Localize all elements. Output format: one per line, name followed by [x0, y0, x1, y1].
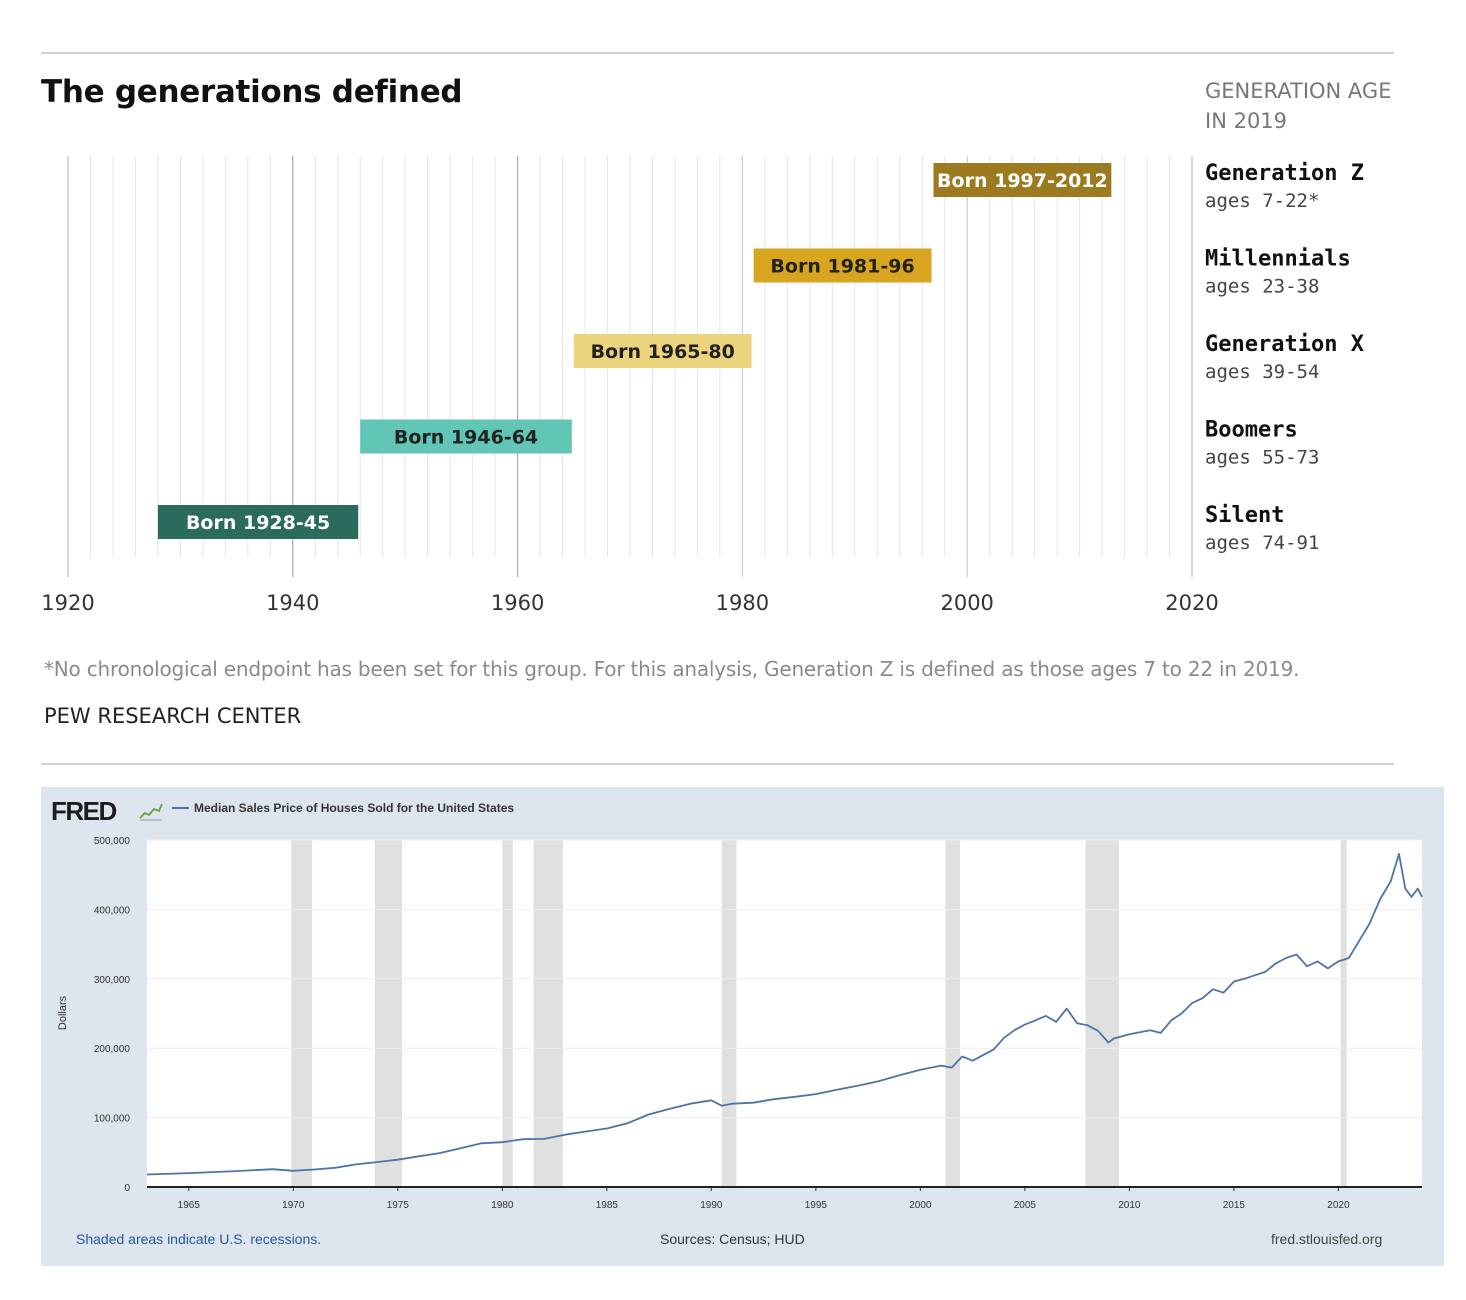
x-tick-label: 1985 [596, 1200, 619, 1211]
x-tick-label: 1990 [700, 1200, 723, 1211]
y-axis-label: Dollars [57, 995, 69, 1030]
chart-title: The generations defined [41, 74, 463, 110]
recession-band [721, 840, 737, 1187]
x-tick-label: 2020 [1165, 591, 1218, 615]
legend-label: Median Sales Price of Houses Sold for th… [194, 801, 514, 815]
top-divider [41, 52, 1394, 54]
generation-ages: ages 7-22* [1205, 190, 1319, 212]
x-tick-label: 2020 [1327, 1200, 1350, 1211]
recession-band [1340, 840, 1347, 1187]
fred-url[interactable]: fred.stlouisfed.org [1271, 1231, 1383, 1247]
generation-ages: ages 39-54 [1205, 361, 1319, 383]
x-tick-label: 1970 [282, 1200, 305, 1211]
fred-logo-graph-icon [139, 803, 163, 821]
graph-icon-line [139, 803, 163, 819]
generation-bar [933, 163, 1112, 197]
x-tick-label: 2005 [1014, 1200, 1037, 1211]
x-tick-label: 1995 [805, 1200, 828, 1211]
generation-name: Silent [1205, 503, 1284, 528]
middle-divider [41, 763, 1394, 765]
generation-name: Generation Z [1205, 161, 1364, 186]
plot-area [147, 840, 1422, 1187]
bar-label: Born 1981-96 [770, 256, 914, 278]
recession-band [945, 840, 961, 1187]
recession-band [533, 840, 563, 1187]
y-tick-label: 300,000 [94, 975, 131, 986]
x-tick-label: 1980 [716, 591, 769, 615]
x-tick-label: 1940 [266, 591, 319, 615]
generation-bar [753, 248, 932, 283]
generation-ages: ages 23-38 [1205, 276, 1319, 298]
generation-name: Millennials [1205, 247, 1351, 272]
generation-bar [573, 334, 752, 368]
recession-band [374, 840, 402, 1187]
y-tick-label: 400,000 [94, 905, 131, 916]
age-column-heading: GENERATION AGE IN 2019 [1205, 79, 1392, 133]
x-tick-label: 2010 [1118, 1200, 1141, 1211]
generation-ages: ages 55-73 [1205, 447, 1319, 469]
recession-note-link[interactable]: Shaded areas indicate U.S. recessions. [76, 1231, 322, 1247]
footnote: *No chronological endpoint has been set … [44, 657, 1300, 681]
x-tick-label: 2000 [940, 591, 993, 615]
generations-chart: 1920 1940 1960 1980 2000 2020 Born 1997-2012 Ge… [41, 156, 1364, 615]
fred-logo: FRED [51, 796, 117, 826]
recession-band [1085, 840, 1119, 1187]
bar-label: Born 1997-2012 [937, 170, 1108, 192]
y-tick-label: 100,000 [94, 1114, 131, 1125]
x-tick-label: 1920 [41, 591, 94, 615]
bar-label: Born 1965-80 [591, 341, 735, 363]
y-tick-label: 200,000 [94, 1044, 131, 1055]
generation-bar [360, 419, 572, 454]
sources-note: Sources: Census; HUD [660, 1231, 805, 1247]
x-tick-label: 1965 [178, 1200, 201, 1211]
bar-label: Born 1928-45 [186, 512, 330, 534]
y-tick-label: 500,000 [94, 836, 131, 847]
x-tick-label: 1975 [387, 1200, 410, 1211]
generation-ages: ages 74-91 [1205, 532, 1319, 554]
x-tick-label: 2000 [909, 1200, 932, 1211]
y-tick-label: 0 [124, 1183, 130, 1194]
price-series-line [146, 853, 1423, 1176]
recession-band [291, 840, 313, 1187]
x-tick-label: 1980 [491, 1200, 514, 1211]
bar-label: Born 1946-64 [394, 427, 538, 449]
generation-name: Boomers [1205, 418, 1298, 443]
fred-chart-panel: 0 100,000 200,000 300,000 400,000 500,000 1965… [41, 787, 1444, 1266]
recession-band [502, 840, 513, 1187]
x-tick-label: 1960 [491, 591, 544, 615]
source-credit: PEW RESEARCH CENTER [44, 704, 302, 728]
fred-chart: 0 100,000 200,000 300,000 400,000 500,000 1965… [51, 796, 1423, 1211]
generation-name: Generation X [1205, 332, 1364, 357]
x-tick-label: 2015 [1223, 1200, 1246, 1211]
generation-bar [157, 505, 359, 539]
